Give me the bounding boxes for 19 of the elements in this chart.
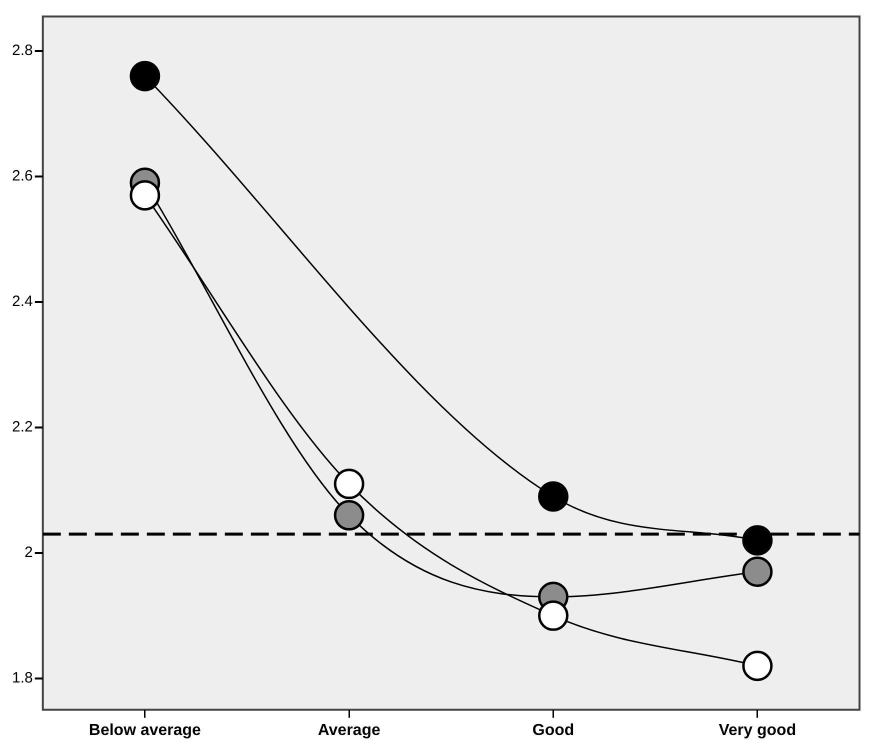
y-tick-label: 2.2 <box>12 418 33 436</box>
x-tick-label: Good <box>532 722 574 739</box>
x-tick-label: Very good <box>718 722 796 739</box>
y-tick-label: 2.6 <box>12 168 33 185</box>
y-tick-label: 2.8 <box>12 42 33 60</box>
point <box>334 468 364 500</box>
point <box>742 525 773 556</box>
point <box>538 481 569 512</box>
y-tick-label: 2 <box>24 544 33 562</box>
y-tick-label: 2.4 <box>12 293 33 310</box>
point <box>130 180 160 211</box>
x-tick-label: Average <box>318 722 380 739</box>
x-tick-label: Below average <box>88 722 202 739</box>
point <box>742 556 773 588</box>
y-tick-label: 1.8 <box>12 670 33 687</box>
point <box>130 60 160 92</box>
point <box>742 650 773 682</box>
point <box>334 500 364 531</box>
point <box>538 600 569 631</box>
